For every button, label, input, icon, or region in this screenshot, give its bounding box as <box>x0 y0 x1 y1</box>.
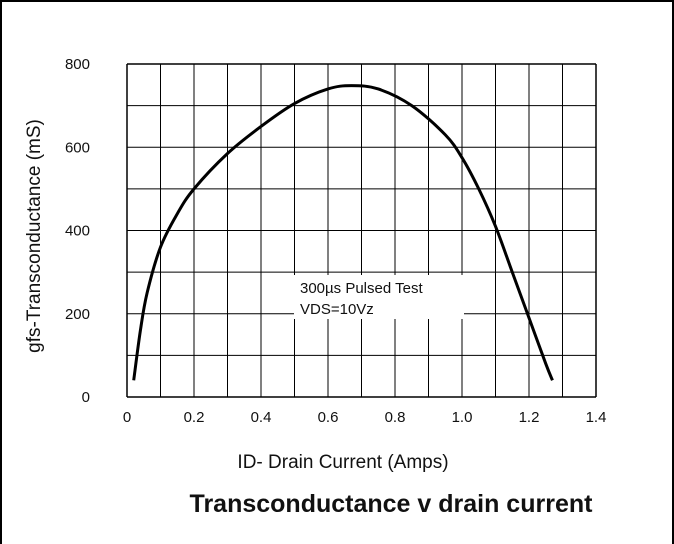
x-tick-label: 1.0 <box>452 409 473 426</box>
y-tick-labels: 0 200 400 600 800 <box>65 56 90 406</box>
x-axis-label: ID- Drain Current (Amps) <box>237 452 448 473</box>
x-tick-label: 0.6 <box>318 409 339 426</box>
x-tick-label: 0.2 <box>184 409 205 426</box>
x-tick-label: 1.2 <box>519 409 540 426</box>
chart-title: Transconductance v drain current <box>189 490 593 518</box>
y-tick-label: 200 <box>65 306 90 323</box>
annotation-line-1: 300µs Pulsed Test <box>300 280 423 297</box>
x-tick-labels: 0 0.2 0.4 0.6 0.8 1.0 1.2 1.4 <box>123 409 607 426</box>
y-tick-label: 0 <box>82 389 90 406</box>
x-tick-label: 0 <box>123 409 131 426</box>
transconductance-chart: 0 0.2 0.4 0.6 0.8 1.0 1.2 1.4 0 200 400 600 800 300… <box>24 56 607 473</box>
series-line <box>132 84 554 381</box>
y-tick-label: 400 <box>65 223 90 240</box>
y-tick-label: 600 <box>65 139 90 156</box>
x-tick-label: 1.4 <box>586 409 607 426</box>
annotation-line-2: VDS=10Vz <box>300 301 374 318</box>
annotation-background <box>294 275 464 319</box>
y-axis-label: gfs-Transconductance (mS) <box>24 119 45 353</box>
x-tick-label: 0.4 <box>251 409 272 426</box>
y-tick-label: 800 <box>65 56 90 73</box>
grid <box>126 63 597 398</box>
x-tick-label: 0.8 <box>385 409 406 426</box>
